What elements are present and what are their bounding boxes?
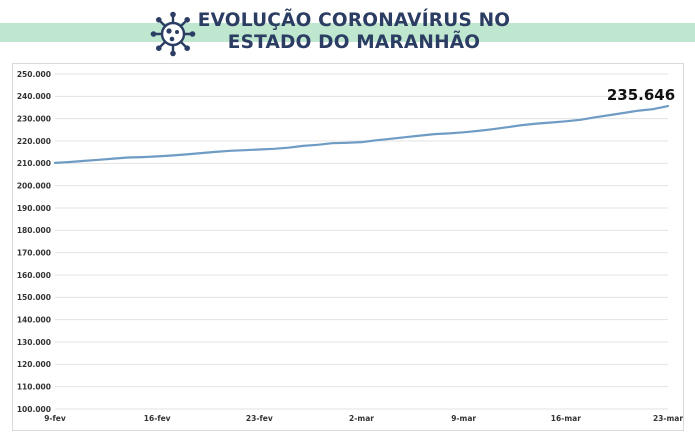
- title-line-2: ESTADO DO MARANHÃO: [227, 32, 481, 53]
- x-tick-label: 23-mar: [653, 414, 683, 423]
- y-tick-label: 240.000: [17, 92, 51, 101]
- x-tick-label: 2-mar: [349, 414, 374, 423]
- page-header: EVOLUÇÃO CORONAVÍRUS NO ESTADO DO MARANH…: [0, 4, 695, 57]
- y-tick-label: 190.000: [17, 204, 51, 213]
- y-tick-label: 150.000: [17, 293, 51, 302]
- x-tick-label: 9-mar: [451, 414, 476, 423]
- gridlines: [55, 73, 668, 410]
- y-tick-label: 110.000: [17, 382, 51, 391]
- y-tick-label: 250.000: [17, 70, 51, 79]
- y-tick-label: 230.000: [17, 114, 51, 123]
- y-tick-label: 210.000: [17, 159, 51, 168]
- y-axis-ticks: 250.000 240.000 230.000 220.000 210.000 200.0…: [17, 70, 51, 414]
- x-tick-label: 9-fev: [44, 414, 66, 423]
- x-tick-label: 23-fev: [246, 414, 273, 423]
- chart-frame: 250.000 240.000 230.000 220.000 210.000 200.0…: [12, 63, 684, 431]
- series-line: [53, 104, 670, 165]
- y-tick-label: 180.000: [17, 226, 51, 235]
- virus-icon: [150, 11, 196, 57]
- y-tick-label: 120.000: [17, 360, 51, 369]
- x-axis-ticks: 9-fev 16-fev 23-fev 2-mar 9-mar 16-mar 23-mar: [44, 414, 683, 423]
- y-tick-label: 170.000: [17, 248, 51, 257]
- y-tick-label: 160.000: [17, 271, 51, 280]
- page-title: EVOLUÇÃO CORONAVÍRUS NO ESTADO DO MARANH…: [194, 10, 514, 54]
- title-line-1: EVOLUÇÃO CORONAVÍRUS NO: [197, 10, 511, 31]
- y-tick-label: 100.000: [17, 405, 51, 414]
- y-tick-label: 200.000: [17, 181, 51, 190]
- last-value-label: 235.646: [607, 86, 675, 104]
- y-tick-label: 130.000: [17, 338, 51, 347]
- line-chart: 250.000 240.000 230.000 220.000 210.000 200.0…: [17, 70, 683, 423]
- x-tick-label: 16-fev: [144, 414, 171, 423]
- x-tick-label: 16-mar: [551, 414, 581, 423]
- y-tick-label: 220.000: [17, 137, 51, 146]
- y-tick-label: 140.000: [17, 315, 51, 324]
